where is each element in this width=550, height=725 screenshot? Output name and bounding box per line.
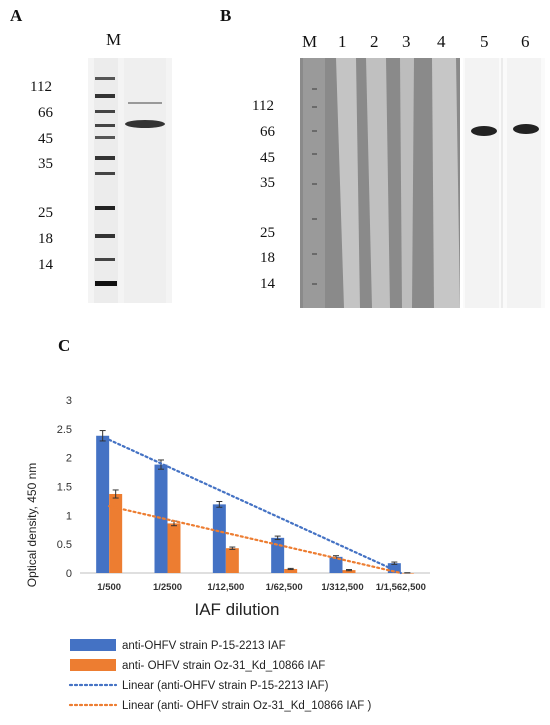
lane-label-4: 4 <box>437 32 446 51</box>
lane-label-2: 2 <box>370 32 379 51</box>
y-tick-label: 2 <box>66 453 72 465</box>
panel-a-marker-header: M <box>106 30 122 49</box>
legend-label: Linear (anti-OHFV strain P-15-2213 IAF) <box>122 680 329 692</box>
panel-b-mw-label: 25 <box>260 225 275 241</box>
lane-label-3: 3 <box>402 32 411 51</box>
panel-a-mw-label: 112 <box>30 79 52 95</box>
legend-swatch <box>70 639 116 651</box>
sds-page-gel-image <box>88 58 172 303</box>
bar-series-1 <box>96 435 110 573</box>
legend-swatch <box>70 659 116 671</box>
panel-c-letter: C <box>58 336 71 355</box>
bar-series-1 <box>154 464 168 573</box>
panel-b-mw-label: 45 <box>260 150 275 166</box>
y-tick-label: 3 <box>66 395 72 407</box>
lane-label-1: 1 <box>338 32 347 51</box>
western-blot-lanes-image <box>300 58 460 308</box>
panel-a-mw-label: 35 <box>38 156 53 172</box>
y-tick-label: 2.5 <box>57 424 72 436</box>
lane-label-6: 6 <box>521 32 530 51</box>
legend-label: anti- OHFV strain Oz-31_Kd_10866 IAF <box>122 660 325 672</box>
bar-series-1 <box>271 537 285 573</box>
bar-series-2 <box>284 568 298 573</box>
y-axis-title: Optical density, 450 nm <box>25 463 39 588</box>
lane-label-5: 5 <box>480 32 489 51</box>
bar-series-1 <box>387 563 401 573</box>
elisa-bar-chart: Optical density, 450 nm 0 0.5 1 1.5 2 2.5 3 1/… <box>25 395 430 712</box>
panel-b-mw-label: 35 <box>260 175 275 191</box>
y-tick-label: 0 <box>66 568 72 580</box>
bar-series-2 <box>109 493 123 573</box>
western-blot-positive-lanes-image <box>463 58 545 308</box>
legend-label: anti-OHFV strain P-15-2213 IAF <box>122 640 286 652</box>
panel-a-mw-label: 25 <box>38 205 53 221</box>
panel-a-mw-label: 14 <box>38 257 53 273</box>
y-tick-label: 1 <box>66 510 72 522</box>
legend-label: Linear (anti- OHFV strain Oz-31_Kd_10866… <box>122 700 371 712</box>
panel-a-mw-label: 18 <box>38 231 53 247</box>
panel-b-mw-label: 14 <box>260 276 275 292</box>
panel-a-mw-label: 66 <box>38 105 53 121</box>
x-tick-label: 1/62,500 <box>266 582 303 593</box>
x-axis-title: IAF dilution <box>194 600 279 619</box>
x-tick-label: 1/312,500 <box>321 582 363 593</box>
panel-b-mw-label: 112 <box>252 98 274 114</box>
panel-a-letter: A <box>10 6 23 25</box>
lane-label-m: M <box>302 32 318 51</box>
x-tick-label: 1/12,500 <box>207 582 244 593</box>
x-tick-label: 1/2500 <box>153 582 182 593</box>
panel-b-letter: B <box>220 6 232 25</box>
bar-series-1 <box>329 556 343 573</box>
bar-series-2 <box>225 548 239 573</box>
panel-b-mw-label: 66 <box>260 124 275 140</box>
panel-b-mw-label: 18 <box>260 250 275 266</box>
bar-series-1 <box>212 504 226 573</box>
y-tick-label: 0.5 <box>57 539 72 551</box>
trendline-2 <box>108 505 402 575</box>
x-tick-label: 1/1,562,500 <box>376 582 426 593</box>
bar-series-2 <box>167 523 181 573</box>
y-tick-label: 1.5 <box>57 482 72 494</box>
bar-series-2 <box>342 570 356 573</box>
trendline-1 <box>108 438 402 575</box>
panel-a-mw-label: 45 <box>38 131 53 147</box>
x-tick-label: 1/500 <box>97 582 121 593</box>
